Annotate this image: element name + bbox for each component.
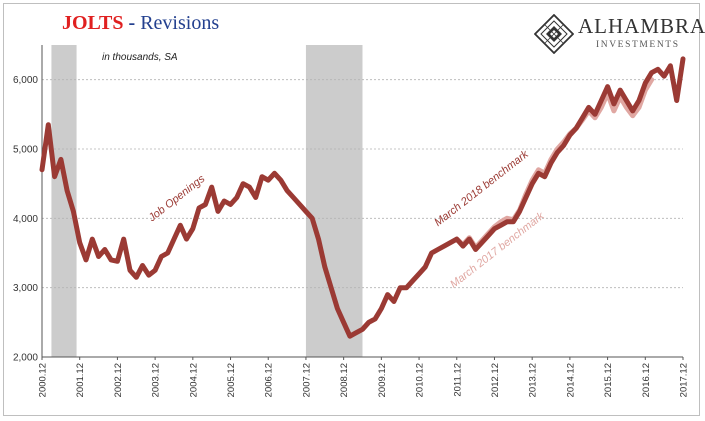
x-tick-label: 2008.12 [339, 363, 350, 397]
y-tick-label: 5,000 [13, 145, 38, 156]
gridlines [41, 45, 683, 358]
x-tick-label: 2000.12 [38, 363, 49, 397]
chart-title: JOLTS - Revisions [62, 12, 219, 35]
units-note: in thousands, SA [102, 52, 178, 63]
x-tick-label: 2013.12 [528, 363, 539, 397]
x-tick-label: 2015.12 [603, 363, 614, 397]
y-tick-label: 6,000 [13, 75, 38, 86]
title-separator: - [123, 12, 141, 34]
series-line-march-2017-benchmark [454, 77, 655, 250]
x-tick-label: 2006.12 [264, 363, 275, 397]
x-tick-label: 2002.12 [113, 363, 124, 397]
x-tick-label: 2001.12 [75, 363, 86, 397]
x-tick-label: 2009.12 [377, 363, 388, 397]
x-tick-label: 2007.12 [301, 363, 312, 397]
x-tick-label: 2016.12 [641, 363, 652, 397]
logo-name: ALHAMBRA [578, 14, 705, 38]
x-tick-label: 2014.12 [565, 363, 576, 397]
x-tick-label: 2003.12 [151, 363, 162, 397]
y-tick-label: 2,000 [13, 353, 38, 364]
y-tick-label: 3,000 [13, 283, 38, 294]
series-lines [39, 56, 686, 339]
y-tick-label: 4,000 [13, 214, 38, 225]
alhambra-logo: ALHAMBRA INVESTMENTS [534, 14, 705, 54]
x-tick-label: 2005.12 [226, 363, 237, 397]
series-line-march-2018-benchmark [39, 56, 686, 339]
x-tick-label: 2004.12 [188, 363, 199, 397]
diamond-lattice-logo-icon [534, 14, 574, 54]
y-axis-ticks: 2,000 3,000 4,000 5,000 6,000 [13, 75, 38, 363]
title-rest: Revisions [140, 12, 220, 34]
logo-subtitle: INVESTMENTS [596, 40, 680, 50]
x-axis-ticks: 2000.12 2001.12 2002.12 2003.12 2004.12 2005.… [38, 357, 690, 397]
title-main: JOLTS [62, 12, 124, 34]
x-tick-label: 2010.12 [415, 363, 426, 397]
x-tick-label: 2012.12 [490, 363, 501, 397]
recession-band-2 [305, 45, 363, 357]
x-tick-label: 2011.12 [452, 363, 463, 397]
x-tick-label: 2017.12 [679, 363, 690, 397]
